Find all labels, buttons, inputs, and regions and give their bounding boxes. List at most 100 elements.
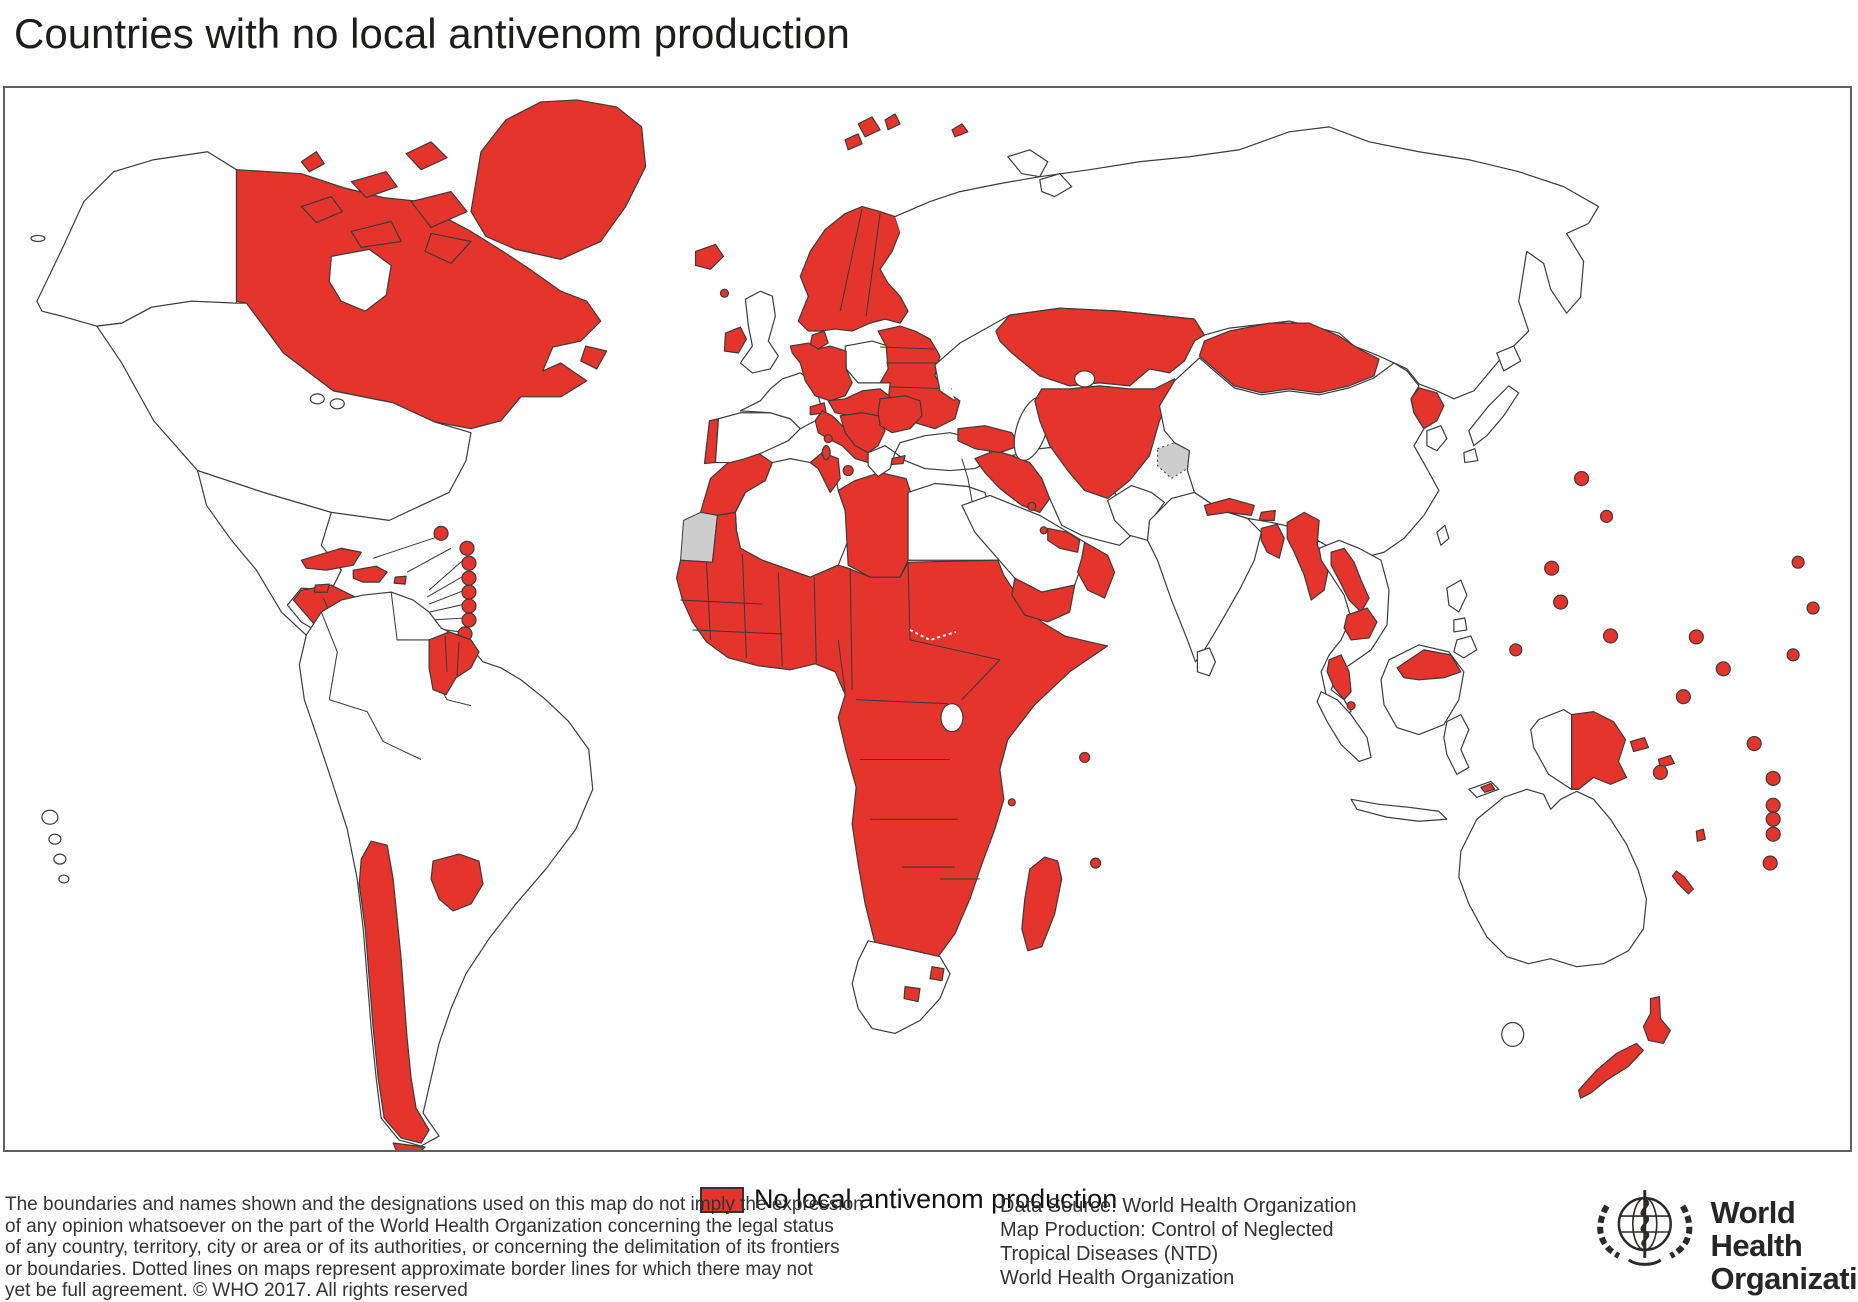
caucasus — [957, 425, 1021, 454]
pacific-island-dot — [1573, 470, 1590, 487]
sub-saharan-africa — [675, 511, 1109, 958]
leader-line — [428, 559, 464, 591]
solomon-islands — [1657, 754, 1675, 769]
scandinavia — [797, 205, 909, 332]
franz-josef — [951, 123, 969, 138]
hudson-bay — [328, 248, 392, 312]
disclaimer-line: The boundaries and names shown and the d… — [5, 1194, 864, 1215]
tasmania — [1501, 1021, 1525, 1047]
pacific-island-dot — [1765, 797, 1781, 813]
cambodia — [1343, 607, 1378, 641]
united-kingdom — [739, 290, 779, 374]
data-source-text: Data Source: World Health Organization M… — [1000, 1194, 1356, 1290]
yemen — [1011, 577, 1076, 623]
greece — [867, 445, 896, 478]
corsica — [823, 434, 833, 444]
leader-line — [428, 589, 466, 605]
malaysia-borneo — [1396, 649, 1462, 681]
kashmir-disputed — [1157, 442, 1190, 480]
balkans — [839, 412, 886, 454]
timor-leste — [1480, 782, 1496, 793]
arctic-island — [300, 151, 325, 173]
sicily — [842, 464, 854, 477]
south-africa — [851, 940, 951, 1035]
antilles-island-dot — [461, 612, 477, 628]
new-caledonia — [1671, 870, 1694, 895]
pacific-island-dot — [1652, 764, 1668, 780]
novaya-zemlya — [1007, 149, 1049, 178]
sumatra — [1316, 691, 1372, 763]
pacific-island-dot — [1715, 661, 1731, 677]
great-lake — [329, 398, 345, 410]
arctic-island — [424, 232, 472, 264]
new-zealand-north — [1642, 995, 1671, 1044]
sardinia — [821, 445, 831, 461]
pacific-island-dot — [1765, 826, 1781, 842]
region-maritime-se-asia — [1316, 524, 1675, 822]
philippines-visayas — [1453, 617, 1468, 633]
cyprus — [890, 455, 906, 466]
sulawesi — [1443, 714, 1470, 776]
madagascar — [1021, 856, 1063, 952]
antilles-island-dot — [459, 540, 475, 556]
pacific-island-dot — [1688, 629, 1704, 645]
pacific-island-dot — [1509, 643, 1523, 657]
arctic-island — [350, 171, 398, 199]
disclaimer-line: yet be full agreement. © WHO 2017. All r… — [5, 1280, 468, 1301]
arctic-island — [300, 195, 343, 224]
disclaimer-line: or boundaries. Dotted lines on maps repr… — [5, 1258, 813, 1280]
mongolia — [1198, 322, 1380, 394]
pacific-island-dot — [1806, 601, 1820, 615]
nepal — [1203, 497, 1255, 516]
page-title: Countries with no local antivenom produc… — [14, 10, 850, 57]
hispaniola — [352, 565, 388, 583]
disclaimer-line: of any opinion whatsoever on the part of… — [5, 1215, 834, 1237]
singapore — [1346, 701, 1356, 711]
germany-benelux — [789, 342, 853, 402]
who-wordmark: World Health Organization — [1711, 1196, 1858, 1295]
novaya-zemlya-south — [1039, 173, 1073, 198]
sri-lanka — [1196, 647, 1216, 677]
disclaimer-text: The boundaries and names shown and the d… — [5, 1194, 864, 1302]
iceland — [694, 243, 725, 270]
legend-label: No local antivenom production — [754, 1184, 1118, 1214]
eswatini — [929, 966, 945, 982]
pacific-island-dot — [1765, 811, 1781, 827]
chile — [358, 840, 430, 1144]
pacific-island-dot — [1765, 770, 1781, 786]
map-legend: No local antivenom production — [700, 1184, 1117, 1215]
data-source-line: Tropical Diseases (NTD) — [1000, 1243, 1219, 1265]
kazakhstan — [995, 307, 1205, 387]
greenland — [470, 99, 647, 260]
tierra-del-fuego — [392, 1142, 426, 1150]
india — [1146, 491, 1262, 663]
svalbard — [857, 116, 881, 138]
who-emblem-icon — [1597, 1190, 1693, 1266]
hawaii-island — [53, 853, 67, 865]
cuba — [300, 547, 362, 571]
pacific-island-dot — [1553, 594, 1569, 610]
antilles-island-dot — [461, 555, 477, 571]
laos — [1330, 547, 1370, 613]
region-europe — [694, 205, 961, 478]
oman — [1077, 541, 1116, 599]
leader-line — [426, 574, 466, 598]
pacific-island-dot — [1544, 560, 1560, 576]
region-middle-east — [890, 425, 1136, 623]
data-source-line: World Health Organization — [1000, 1267, 1235, 1289]
antilles-island-dot — [461, 570, 477, 586]
sudan-dotted-boundary — [909, 629, 957, 641]
new-zealand-south — [1577, 1042, 1645, 1099]
mauritius — [1090, 857, 1102, 869]
arctic-island — [405, 141, 448, 171]
svalbard-2 — [884, 113, 901, 131]
philippines-mindanao — [1453, 635, 1478, 659]
region-asia — [844, 113, 1600, 719]
great-lake — [309, 393, 325, 405]
western-sahara — [680, 511, 718, 563]
comoros — [1007, 798, 1016, 807]
hawaii-island — [58, 874, 70, 884]
who-logo: World Health Organization — [1585, 1188, 1858, 1295]
hawaii-island — [48, 833, 62, 845]
data-source-line: Data Source: World Health Organization — [1000, 1195, 1357, 1217]
